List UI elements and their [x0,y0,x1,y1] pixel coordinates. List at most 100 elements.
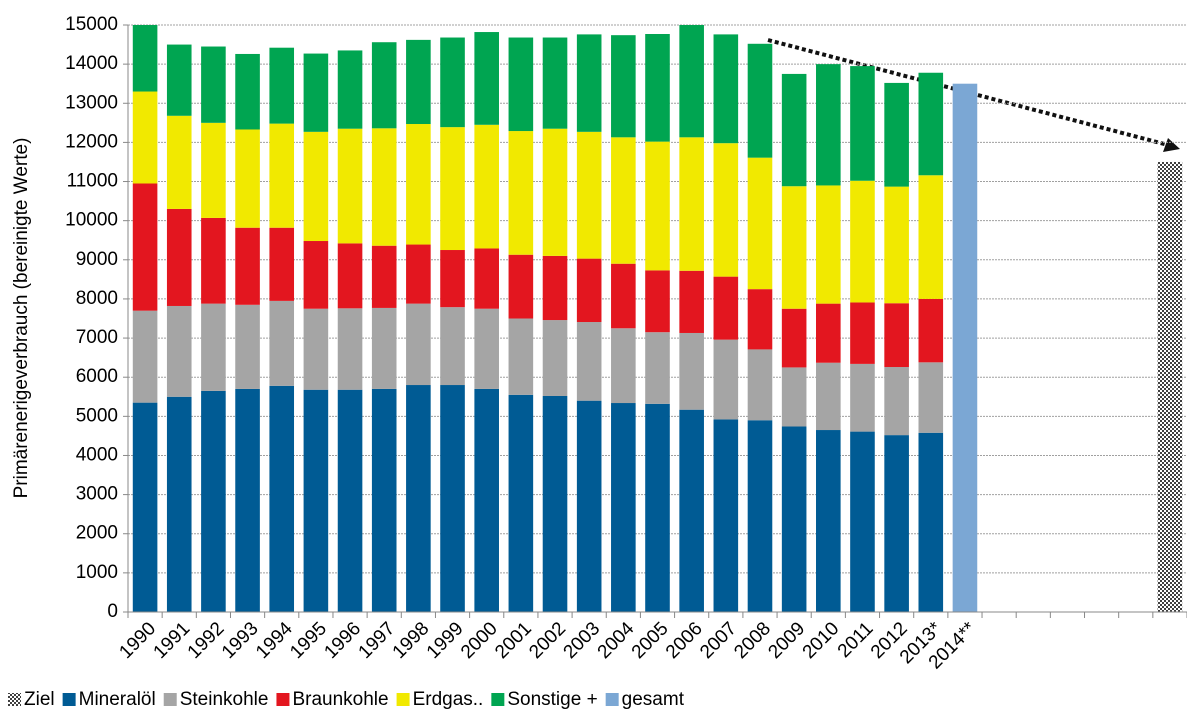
bar-segment [611,263,636,329]
bar-segment [406,244,431,304]
bar-segment [406,124,431,245]
bar-segment [201,303,226,391]
bar-segment [713,419,739,612]
x-tick-label: 1991 [150,618,195,663]
bar-segment [201,46,226,123]
bar-segment [679,137,704,271]
legend-label: Ziel [24,689,55,710]
y-tick-label: 13000 [65,92,118,113]
x-tick-label: 1995 [286,618,331,663]
bar-segment [918,362,944,433]
bar-segment [303,389,329,612]
x-tick-label: 2011 [834,618,878,662]
bar-segment [235,227,260,305]
bar-segment [440,307,465,386]
bar-segment [132,310,158,403]
bar-segment [645,332,670,404]
x-tick-label: 2001 [491,618,536,663]
bar-segment [713,339,739,420]
bar-segment [816,303,841,363]
bar-segment [781,73,807,187]
legend-swatch [163,693,177,706]
y-tick-label: 15000 [65,14,118,35]
y-tick-label: 14000 [65,53,118,74]
x-tick-label: 2002 [525,618,570,663]
y-tick-label: 3000 [76,484,118,505]
bar-segment [884,435,909,612]
y-tick-label: 7000 [76,327,118,348]
bar-segment [166,396,192,612]
bar-segment [269,47,295,124]
bar-segment [201,390,226,612]
legend-swatch [491,693,505,706]
y-tick-label: 12000 [65,131,118,152]
x-tick-label: 2010 [799,618,844,663]
bar-segment [850,302,875,364]
bar-segment [850,66,875,181]
x-tick-label: 2004 [594,618,639,663]
bar-segment [542,128,568,256]
bar-segment [166,44,192,116]
bar-segment [406,303,431,386]
legend-swatch [396,693,410,706]
bar-segment [508,254,534,319]
bar-segment [508,318,534,395]
bar-segment [611,137,636,264]
bar-segment [679,25,704,138]
bar-segment [1157,161,1183,612]
bar-segment [440,37,465,128]
bar-segment [747,43,773,158]
bar-segment [884,367,909,436]
bar-segment [269,123,295,228]
bar-segment [371,245,397,308]
bar-segment [576,258,602,323]
bar-segment [542,37,568,129]
bar-segment [235,53,260,130]
bar-segment [337,50,363,129]
bar-segment [816,362,841,431]
bar-segment [440,385,465,612]
bar-segment [474,124,499,249]
bar-segment [918,432,944,612]
bar-segment [132,402,158,612]
legend-swatch [8,693,21,706]
y-axis-label: Primärenerigeverbrauch (bereinigte Werte… [11,138,32,499]
bar-segment [611,403,636,612]
legend-label: Erdgas.. [413,689,484,710]
bar-segment [576,131,602,259]
bar-segment [884,303,909,368]
bar-segment [816,64,841,186]
bar-segment [337,128,363,244]
legend-swatch [276,693,290,706]
bar-segment [371,388,397,612]
bar-segment [303,308,329,390]
bar-segment [166,305,192,397]
bar-segment [235,304,260,389]
x-tick-label: 1994 [252,618,297,663]
x-tick-label: 1998 [389,618,434,663]
x-tick-label: 2008 [730,618,775,663]
bar-segment [884,186,909,304]
bar-segment [645,270,670,333]
bar-segment [611,328,636,404]
bar-segment [132,25,158,92]
legend-label: Sonstige + [507,689,597,710]
legend-swatch [605,693,619,706]
bar-segment [645,141,670,271]
bar-segment [303,131,329,242]
x-tick-label: 2006 [662,618,707,663]
y-tick-label: 6000 [76,366,118,387]
bar-segment [645,403,670,612]
bar-segment [235,388,260,612]
bar-segment [508,131,534,255]
legend-swatch [62,693,76,706]
bar-segment [781,426,807,612]
bar-segment [747,289,773,350]
bar-segment [850,180,875,303]
bar-segment [576,34,602,132]
bar-segment [474,248,499,309]
bar-segment [303,53,329,132]
y-tick-label: 5000 [76,405,118,426]
bar-segment [679,409,704,612]
